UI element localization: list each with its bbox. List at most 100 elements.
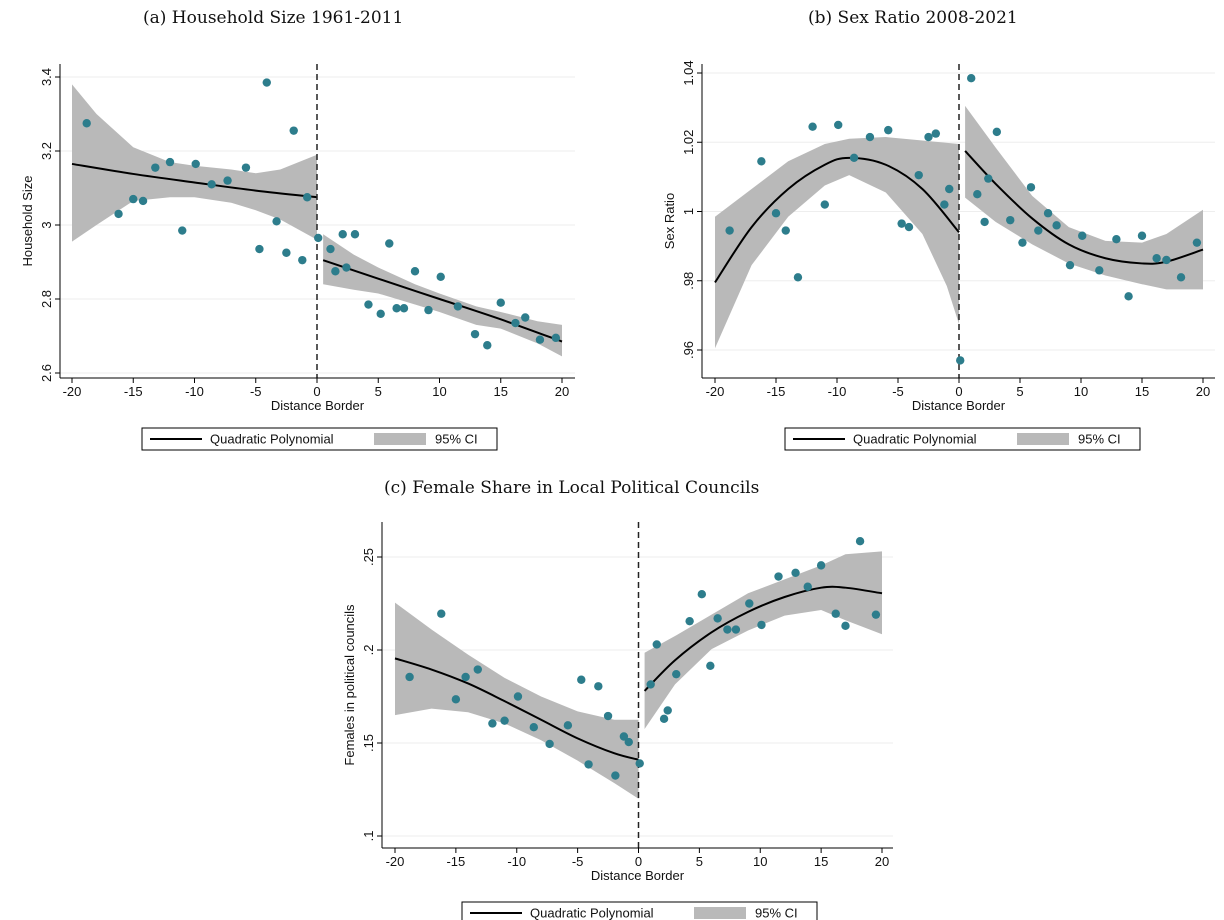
- ci-band-right: [965, 105, 1203, 290]
- x-tick-label: 10: [432, 384, 446, 399]
- data-point: [483, 341, 492, 350]
- data-point: [1034, 226, 1043, 235]
- data-point: [282, 248, 291, 257]
- data-point: [723, 625, 732, 634]
- ci-band-left: [72, 84, 317, 242]
- x-tick-label: -20: [386, 854, 405, 869]
- x-tick-label: 0: [635, 854, 642, 869]
- data-point: [1112, 235, 1121, 244]
- fit-line-left: [71, 162, 318, 199]
- data-point: [731, 625, 741, 634]
- data-point: [897, 219, 906, 228]
- data-point: [1137, 231, 1147, 240]
- y-tick-label: 2.8: [39, 290, 54, 308]
- data-point: [706, 661, 715, 671]
- data-point: [399, 304, 409, 313]
- y-tick-label: .96: [681, 341, 696, 359]
- y-tick-label: 2.6: [39, 364, 54, 382]
- legend-ci-swatch: [374, 433, 426, 445]
- data-point: [803, 582, 812, 591]
- x-tick-label: -15: [446, 854, 465, 869]
- y-tick-label: 1.04: [681, 60, 696, 85]
- data-point: [685, 616, 694, 626]
- y-tick-label: .25: [361, 548, 376, 566]
- y-axis-label: Sex Ratio: [662, 193, 677, 249]
- data-point: [914, 170, 923, 180]
- y-tick-label: .15: [361, 734, 376, 752]
- data-point: [992, 127, 1002, 137]
- data-point: [635, 759, 644, 768]
- x-tick-label: 15: [1135, 384, 1149, 399]
- y-tick-label: .2: [361, 645, 376, 656]
- panel-b-title: (b) Sex Ratio 2008-2021: [808, 8, 1018, 28]
- data-point: [338, 230, 347, 239]
- data-point: [165, 157, 175, 167]
- data-point: [774, 572, 783, 581]
- legend-box: [141, 427, 498, 451]
- x-axis-label: Distance Border: [591, 868, 685, 883]
- data-point: [262, 78, 271, 87]
- data-point: [207, 180, 216, 189]
- data-point: [808, 122, 817, 131]
- data-point: [563, 721, 573, 730]
- x-tick-label: -5: [250, 384, 262, 399]
- data-point: [713, 614, 722, 623]
- data-point: [663, 706, 672, 715]
- data-point: [697, 590, 707, 599]
- data-point: [1095, 266, 1104, 275]
- data-point: [820, 200, 829, 209]
- data-point: [314, 233, 323, 243]
- data-point: [223, 176, 232, 185]
- x-tick-label: -10: [185, 384, 204, 399]
- data-point: [392, 304, 401, 313]
- data-point: [511, 318, 520, 328]
- x-axis-label: Distance Border: [912, 398, 1006, 413]
- data-point: [500, 716, 509, 725]
- y-tick-label: 3.2: [39, 142, 54, 160]
- data-point: [624, 737, 633, 747]
- data-point: [1078, 231, 1087, 240]
- data-point: [831, 609, 840, 618]
- data-point: [138, 196, 148, 206]
- data-point: [931, 129, 941, 138]
- data-point: [1162, 255, 1171, 265]
- x-tick-label: 0: [313, 384, 320, 399]
- data-point: [984, 174, 993, 183]
- data-point: [771, 209, 781, 218]
- data-point: [1018, 238, 1027, 247]
- legend-fit-label: Quadratic Polynomial: [530, 906, 654, 920]
- data-point: [364, 300, 373, 309]
- data-point: [956, 356, 965, 365]
- data-point: [973, 189, 982, 199]
- x-axis-label: Distance Border: [271, 398, 365, 413]
- data-point: [725, 226, 734, 235]
- data-point: [488, 719, 497, 728]
- legend-ci-swatch: [1017, 433, 1069, 445]
- ci-band-left: [715, 137, 959, 349]
- data-point: [1192, 238, 1202, 247]
- data-point: [331, 267, 340, 276]
- data-point: [436, 272, 445, 281]
- data-point: [350, 230, 360, 239]
- x-tick-label: 10: [753, 854, 767, 869]
- data-point: [672, 669, 681, 679]
- y-axis-label: Household Size: [20, 175, 35, 266]
- y-tick-label: .1: [361, 831, 376, 842]
- data-point: [551, 333, 561, 343]
- data-point: [924, 132, 933, 142]
- data-point: [904, 222, 914, 232]
- x-tick-label: 5: [696, 854, 703, 869]
- data-point: [791, 568, 800, 578]
- data-point: [865, 132, 875, 142]
- x-tick-label: 10: [1074, 384, 1088, 399]
- data-point: [967, 73, 976, 83]
- data-point: [241, 163, 251, 172]
- data-point: [594, 682, 603, 691]
- data-point: [1043, 209, 1053, 218]
- data-point: [745, 599, 754, 608]
- data-point: [834, 120, 843, 130]
- data-point: [178, 226, 187, 235]
- x-tick-label: 15: [814, 854, 828, 869]
